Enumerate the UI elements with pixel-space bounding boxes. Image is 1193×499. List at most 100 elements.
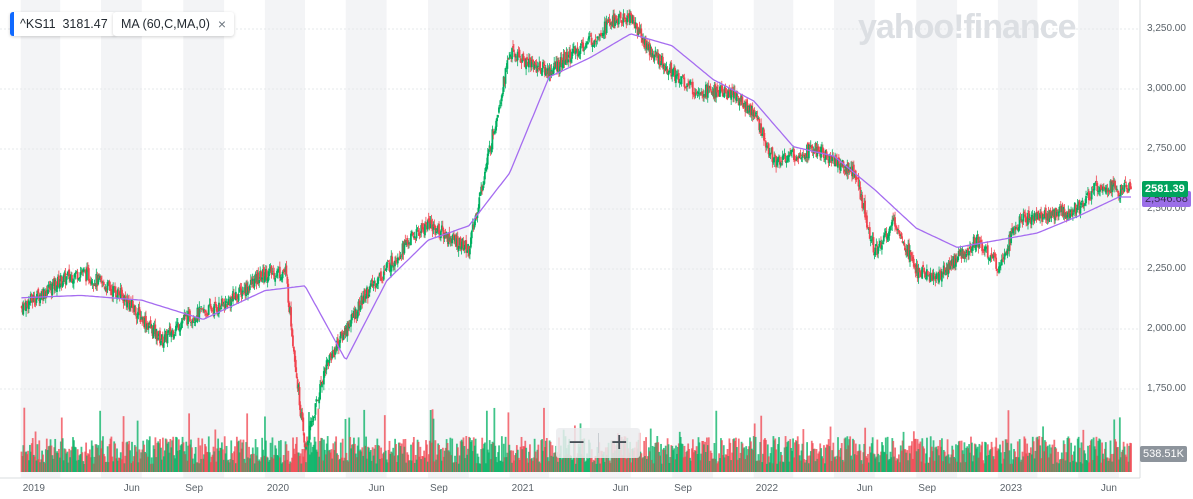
indicator-legend[interactable]: MA (60,C,MA,0) × xyxy=(113,12,235,36)
volume-bar xyxy=(163,450,166,472)
volume-bar xyxy=(983,463,985,472)
volume-bar xyxy=(396,461,398,472)
candle-body xyxy=(553,62,556,70)
candle-body xyxy=(1054,208,1057,221)
candle-body xyxy=(760,123,763,136)
candle-body xyxy=(186,314,189,325)
candle-body xyxy=(301,412,304,420)
candle-body xyxy=(372,284,375,286)
volume-bar xyxy=(924,463,926,472)
volume-bar xyxy=(78,455,81,472)
volume-bar xyxy=(376,438,379,472)
candle-body xyxy=(761,134,763,135)
candle-body xyxy=(603,21,606,34)
month-bands xyxy=(20,0,1119,478)
candle-body xyxy=(798,155,801,158)
volume-bar xyxy=(571,460,573,472)
candle-body xyxy=(771,147,774,162)
volume-bar xyxy=(603,451,605,472)
candle-body xyxy=(281,271,284,279)
volume-bar xyxy=(1047,457,1050,472)
candle-body xyxy=(953,256,955,269)
candle-body xyxy=(366,287,368,298)
volume-bar xyxy=(294,443,297,472)
candle-body xyxy=(591,44,594,48)
candle-body xyxy=(1095,180,1098,182)
volume-bar xyxy=(871,437,874,472)
candle-body xyxy=(631,14,633,23)
volume-bar xyxy=(329,452,332,472)
volume-bar xyxy=(746,455,749,472)
symbol-legend[interactable]: ^KS11 3181.47 xyxy=(10,12,116,36)
candle-body xyxy=(1042,214,1044,220)
candle-body xyxy=(63,272,66,275)
last-price-tag: 2581.39 xyxy=(1142,181,1188,197)
candle-body xyxy=(219,307,222,309)
volume-bar xyxy=(729,442,732,472)
volume-bar xyxy=(832,442,835,472)
candle-body xyxy=(316,399,319,401)
volume-bar xyxy=(912,458,914,472)
volume-bar xyxy=(930,446,933,472)
zoom-in-button[interactable]: + xyxy=(598,428,640,458)
volume-bar xyxy=(739,452,742,472)
candle-body xyxy=(274,277,277,282)
candle-body xyxy=(768,153,771,156)
candle-body xyxy=(268,269,271,271)
volume-bar xyxy=(459,441,462,472)
volume-bar xyxy=(817,453,820,472)
volume-bar xyxy=(428,440,431,472)
candle-body xyxy=(602,34,605,36)
volume-bar xyxy=(72,437,74,472)
volume-bar xyxy=(786,442,789,472)
candle-body xyxy=(1053,211,1056,219)
candle-body xyxy=(470,230,473,239)
candle-body xyxy=(987,258,990,260)
volume-bar xyxy=(367,446,369,472)
volume-bar xyxy=(529,458,532,472)
candle-body xyxy=(289,307,292,313)
zoom-out-button[interactable]: − xyxy=(556,428,598,458)
candle-body xyxy=(454,234,457,247)
volume-bar xyxy=(404,438,407,472)
candle-body xyxy=(53,277,56,289)
volume-bar xyxy=(295,437,298,472)
candle-body xyxy=(486,153,489,165)
volume-bar xyxy=(915,451,918,472)
candle-body xyxy=(931,274,934,281)
volume-bar xyxy=(183,451,186,472)
candle-body xyxy=(411,233,414,235)
candle-body xyxy=(1084,202,1087,206)
volume-bar xyxy=(211,454,214,472)
volume-bar xyxy=(966,446,969,472)
candle-body xyxy=(507,58,510,60)
candle-body xyxy=(452,234,454,240)
candle-body xyxy=(925,269,928,280)
candle-body xyxy=(60,276,63,287)
candle-body xyxy=(806,144,808,159)
volume-bar xyxy=(160,447,162,472)
volume-bar xyxy=(112,461,115,472)
volume-bar xyxy=(243,458,246,472)
volume-bar xyxy=(686,450,689,472)
candle-body xyxy=(722,96,725,98)
candle-body xyxy=(1051,210,1054,216)
volume-bar xyxy=(309,454,311,472)
candle-body xyxy=(934,276,937,282)
candle-body xyxy=(759,123,762,132)
candle-body xyxy=(825,151,828,156)
volume-bar xyxy=(615,445,617,472)
candle-body xyxy=(88,281,91,283)
volume-bar xyxy=(1107,460,1110,472)
volume-bar xyxy=(350,448,353,472)
candle-body xyxy=(34,302,37,305)
candle-body xyxy=(98,275,101,278)
candle-body xyxy=(294,359,297,373)
close-icon[interactable]: × xyxy=(217,16,227,32)
volume-bar xyxy=(513,460,515,472)
volume-bar xyxy=(582,455,585,472)
candle-body xyxy=(580,44,583,46)
candle-body xyxy=(284,266,287,273)
candle-body xyxy=(230,297,233,308)
